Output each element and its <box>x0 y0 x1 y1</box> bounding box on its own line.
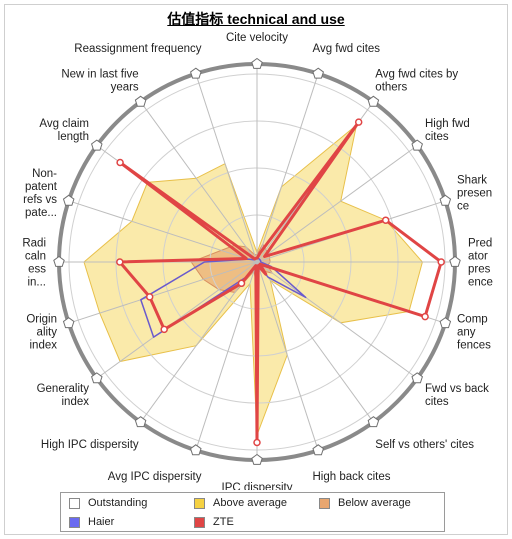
ring-marker-fwd-vs-back-cites <box>411 372 423 384</box>
zte-point-generality-index <box>160 325 168 334</box>
spoke-avg-ipc-dispersity <box>195 261 258 451</box>
ring-marker-reassignment-frequency <box>190 67 202 79</box>
ring-marker-avg-ipc-dispersity <box>190 444 202 456</box>
legend-item-below-average: Below average <box>319 497 411 509</box>
axis-label-avg-claim-length: Avg claim length <box>39 118 89 143</box>
zte-point-shark-presence <box>381 216 390 224</box>
grid-layer <box>59 64 455 460</box>
axis-label-non-patent-refs-vs-pate: Non-patent refs vs pate... <box>23 168 58 219</box>
spoke-high-fwd-cites <box>256 145 418 263</box>
ring-marker-originality-index <box>62 317 75 329</box>
spoke-originality-index <box>68 261 258 324</box>
axis-label-avg-fwd-cites: Avg fwd cites <box>313 43 381 55</box>
chart-title: 估值指标 technical and use <box>167 11 345 27</box>
legend-item-outstanding: Outstanding <box>69 497 147 509</box>
outer-ring-layer <box>53 57 461 465</box>
legend-item-zte: ZTE <box>194 516 234 528</box>
axis-label-shark-presence: Shark presen ce <box>457 175 492 213</box>
axis-label-new-in-last-five-years: New in last five years <box>61 69 139 94</box>
legend-item-above-average: Above average <box>194 497 287 509</box>
zte-point-avg-claim-length <box>116 158 124 167</box>
axis-label-predator-presence: Pred ator pres ence <box>468 238 493 289</box>
zte-point-high-ipc-dispersity <box>237 279 246 288</box>
axis-label-reassignment-frequency: Reassignment frequency <box>74 43 201 55</box>
ring-marker-avg-fwd-cites-by-others <box>367 95 380 107</box>
legend-label-outstanding: Outstanding <box>88 497 148 509</box>
ring-marker-self-vs-others-cites <box>367 416 380 428</box>
zte-point-predator-presence <box>437 258 445 266</box>
spoke-self-vs-others-cites <box>256 261 374 423</box>
spoke-high-ipc-dispersity <box>140 261 258 423</box>
radar-chart: Cite velocity Avg fwd cites Avg fwd cites … <box>22 32 493 490</box>
ring-marker-high-back-cites <box>312 444 324 456</box>
legend-item-haier: Haier <box>69 516 114 528</box>
series-layer <box>116 118 445 447</box>
ring-marker-high-ipc-dispersity <box>134 416 147 428</box>
legend-label-below-average: Below average <box>338 497 411 509</box>
ring-marker-avg-fwd-cites <box>312 67 324 79</box>
ring-marker-cite-velocity <box>251 57 263 69</box>
legend-swatch-below-average <box>319 497 330 509</box>
axis-label-radicalness-in: Radi caln ess in... <box>22 238 46 289</box>
axis-label-cite-velocity: Cite velocity <box>226 32 288 44</box>
ring-marker-avg-claim-length <box>91 139 103 151</box>
spoke-reassignment-frequency <box>195 73 258 263</box>
axis-label-fwd-vs-back-cites: Fwd vs back cites <box>425 383 489 408</box>
ring-marker-new-in-last-five-years <box>134 95 147 107</box>
axis-labels-layer: Cite velocity Avg fwd cites Avg fwd cites … <box>22 32 493 490</box>
legend-label-haier: Haier <box>88 516 115 528</box>
zte-point-ipc-dispersity <box>253 438 261 447</box>
axis-label-high-back-cites: High back cites <box>313 471 391 483</box>
ring-marker-ipc-dispersity <box>251 453 263 465</box>
ring-marker-predator-presence <box>449 255 461 267</box>
axis-label-self-vs-others-cites: Self vs others' cites <box>375 439 474 451</box>
ring-marker-high-fwd-cites <box>411 139 423 151</box>
spoke-new-in-last-five-years <box>140 101 258 263</box>
legend: Outstanding Above average Below average … <box>60 492 445 532</box>
ring-marker-generality-index <box>91 372 103 384</box>
spoke-high-back-cites <box>256 261 319 451</box>
ring-marker-company-fences <box>439 317 452 329</box>
legend-label-above-average: Above average <box>213 497 287 509</box>
axis-label-high-fwd-cites: High fwd cites <box>425 118 470 143</box>
legend-label-zte: ZTE <box>213 516 234 528</box>
zte-point-avg-fwd-cites-by-others <box>354 118 363 126</box>
ring-marker-non-patent-refs-vs-pate <box>62 194 75 206</box>
zte-point-originality-index <box>145 293 154 301</box>
axis-label-high-ipc-dispersity: High IPC dispersity <box>41 439 139 451</box>
spoke-fwd-vs-back-cites <box>256 261 418 379</box>
legend-swatch-zte <box>194 516 205 528</box>
ring-marker-radicalness-in <box>53 255 65 267</box>
spoke-non-patent-refs-vs-pate <box>68 200 258 263</box>
axis-label-originality-index: Origin ality index <box>26 314 57 352</box>
zte-point-company-fences <box>421 312 429 321</box>
spoke-avg-fwd-cites <box>256 73 319 263</box>
axis-label-company-fences: Comp any fences <box>457 314 491 352</box>
axis-label-ipc-dispersity: IPC dispersity <box>222 482 293 490</box>
ring-marker-shark-presence <box>439 194 452 206</box>
legend-swatch-above-average <box>194 497 205 509</box>
axis-label-generality-index: Generality index <box>37 383 90 408</box>
axis-label-avg-ipc-dispersity: Avg IPC dispersity <box>108 471 202 483</box>
axis-label-avg-fwd-cites-by-others: Avg fwd cites by others <box>375 69 458 94</box>
legend-swatch-haier <box>69 516 80 528</box>
legend-swatch-outstanding <box>69 497 80 509</box>
zte-point-radicalness-in <box>116 258 124 266</box>
